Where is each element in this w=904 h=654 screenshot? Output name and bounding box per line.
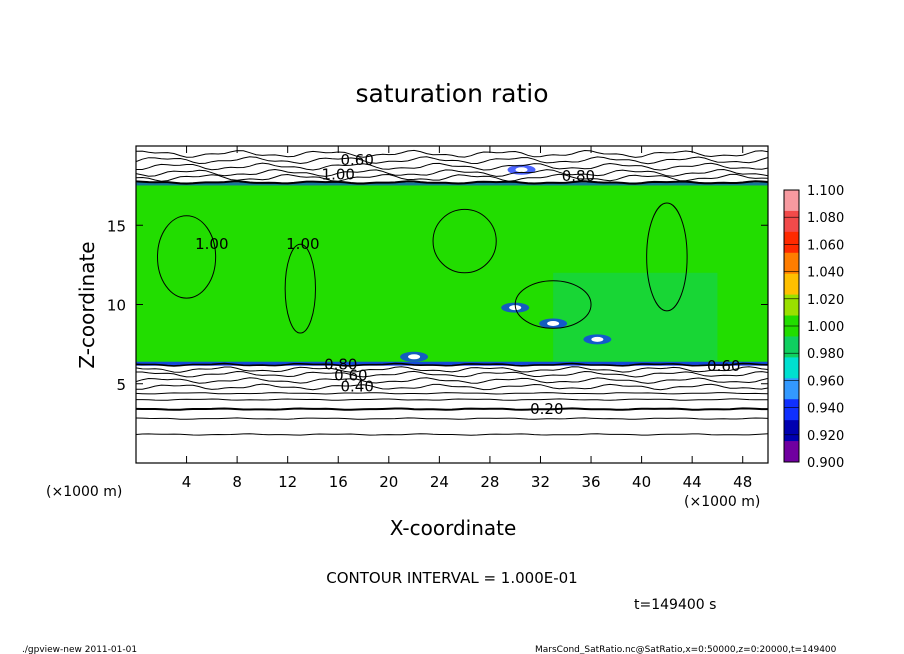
colorbar-segment — [784, 336, 799, 358]
colorbar-label: 0.940 — [807, 402, 844, 417]
dry-pocket-core — [515, 167, 528, 173]
x-tick-label: 20 — [379, 473, 398, 491]
colorbar-label: 1.040 — [807, 266, 844, 281]
contour-line — [135, 180, 769, 185]
x-tick-label: 40 — [632, 473, 651, 491]
contour-line — [135, 377, 769, 384]
y-axis-ticks: 5 10 15 — [107, 217, 768, 394]
cloud-layer — [136, 164, 768, 366]
x-tick-label: 16 — [329, 473, 348, 491]
contour-lines — [135, 149, 769, 436]
chart-title: saturation ratio — [355, 79, 548, 108]
y-tick-label: 5 — [116, 376, 126, 394]
contour-loop — [514, 280, 592, 329]
colorbar-label: 1.020 — [807, 293, 844, 308]
colorbar-label: 0.960 — [807, 374, 844, 389]
x-tick-label: 8 — [232, 473, 242, 491]
x-axis-label: X-coordinate — [390, 516, 517, 540]
colorbar-segment — [784, 294, 799, 317]
x-unit-label: (×1000 m) — [684, 494, 760, 510]
time-label: t=149400 s — [634, 597, 716, 613]
contour-line — [135, 149, 769, 158]
contour-label: 0.80 — [562, 167, 595, 185]
contour-label: 0.60 — [340, 151, 373, 169]
contour-line — [135, 433, 769, 436]
colorbar-segment — [784, 190, 799, 212]
contour-line — [135, 362, 769, 367]
colorbar-segment — [784, 273, 799, 296]
contour-label: 1.00 — [195, 235, 228, 253]
plot-area: 0.601.00 0.801.00 1.000.800.600.400.600.20 — [135, 145, 769, 464]
y-tick-label: 15 — [107, 217, 126, 235]
colorbar-labels: 1.100 1.080 1.060 1.040 1.020 1.000 0.980 0.960… — [784, 184, 844, 471]
contour-line — [135, 392, 769, 395]
colorbar-segment — [784, 252, 799, 275]
y-unit-label: (×1000 m) — [46, 484, 122, 500]
contour-line — [135, 173, 769, 182]
x-tick-label: 36 — [581, 473, 600, 491]
colorbar-segment — [784, 399, 799, 421]
contour-label: 0.40 — [340, 378, 373, 396]
contour-line — [136, 383, 769, 391]
colorbar-label: 0.900 — [807, 456, 844, 471]
contour-labels: 0.601.00 0.801.00 1.000.800.600.400.600.20 — [195, 151, 740, 418]
colorbar-label: 1.100 — [807, 184, 844, 199]
colorbar-segment — [784, 231, 799, 254]
colorbar-label: 0.980 — [807, 347, 844, 362]
dry-pocket-core — [408, 354, 421, 360]
contour-line — [136, 398, 768, 401]
footer-left: ./gpview-new 2011-01-01 — [22, 645, 137, 654]
x-tick-label: 28 — [480, 473, 499, 491]
contour-line — [135, 417, 769, 420]
dry-pocket-core — [591, 336, 604, 342]
contour-interval-text: CONTOUR INTERVAL = 1.000E-01 — [326, 569, 577, 587]
y-tick-label: 10 — [107, 297, 126, 315]
contour-line — [135, 366, 769, 373]
contour-line — [136, 162, 769, 171]
colorbar-label: 0.920 — [807, 429, 844, 444]
contour-line — [136, 370, 769, 378]
contour-label: 0.80 — [324, 355, 357, 373]
contour-line — [135, 156, 769, 165]
dry-pocket-core — [547, 321, 560, 327]
contour-line — [135, 168, 769, 177]
contour-loop — [284, 243, 316, 334]
contour-label: 0.60 — [334, 367, 367, 385]
x-tick-label: 24 — [430, 473, 449, 491]
contour-label: 0.60 — [707, 357, 740, 375]
x-tick-label: 44 — [683, 473, 702, 491]
x-axis-ticks: 4 8 12 16 20 24 28 32 36 40 44 48 — [182, 146, 752, 491]
colorbar-segment — [784, 441, 799, 463]
colorbar-label: 1.060 — [807, 238, 844, 253]
colorbar-label: 1.000 — [807, 320, 844, 335]
contour-loop — [646, 202, 688, 312]
y-axis-label: Z-coordinate — [75, 241, 99, 368]
colorbar-segment — [784, 357, 799, 379]
colorbar-segment — [784, 378, 799, 400]
contour-line — [135, 407, 768, 411]
contour-label: 1.00 — [286, 235, 319, 253]
x-tick-label: 4 — [182, 473, 192, 491]
contour-label: 1.00 — [322, 165, 355, 183]
colorbar-label: 1.080 — [807, 211, 844, 226]
x-tick-label: 48 — [733, 473, 752, 491]
colorbar-segment — [784, 420, 799, 442]
cloud-base-band — [136, 361, 768, 366]
contour-loop — [156, 215, 217, 299]
colorbar-segment — [784, 210, 799, 233]
footer-right: MarsCond_SatRatio.nc@SatRatio,x=0:50000,… — [535, 645, 837, 654]
contour-loop — [432, 208, 497, 274]
x-tick-label: 32 — [531, 473, 550, 491]
contour-label: 0.20 — [530, 400, 563, 418]
x-tick-label: 12 — [278, 473, 297, 491]
